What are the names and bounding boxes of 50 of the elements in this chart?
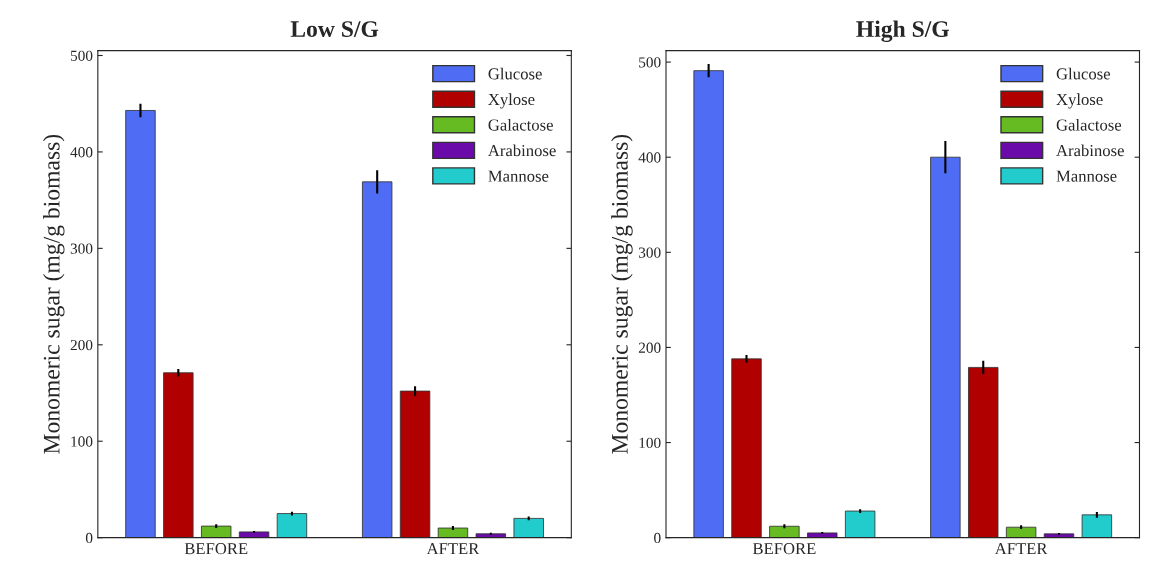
y-tick-label: 0 (85, 532, 93, 544)
y-tick-label: 0 (654, 532, 661, 544)
x-tick-label: AFTER (426, 543, 480, 555)
legend-label: Galactose (488, 118, 553, 131)
bar (693, 70, 724, 538)
y-tick-label: 300 (70, 243, 93, 254)
y-tick-label: 400 (70, 147, 93, 158)
bar (201, 525, 232, 538)
bar (475, 533, 507, 538)
bar (769, 525, 800, 538)
legend-label: Arabinose (1056, 144, 1124, 157)
bar (930, 156, 961, 538)
y-tick-label: 100 (639, 437, 661, 448)
legend-label: Xylose (1056, 93, 1103, 109)
y-tick-label: 200 (70, 339, 93, 351)
x-tick-label: BEFORE (184, 543, 248, 555)
legend-label: Arabinose (487, 144, 556, 157)
legend-label: Mannose (1056, 170, 1117, 182)
bar (513, 517, 544, 538)
chart-title: Low S/G (290, 21, 379, 38)
y-tick-label: 300 (638, 247, 661, 258)
y-axis-title: Monomeric sugar (mg/g biomass) (611, 134, 633, 454)
x-tick-label: AFTER (994, 543, 1048, 555)
y-tick-label: 400 (638, 152, 661, 163)
bar (125, 110, 156, 538)
bar (1043, 533, 1075, 538)
y-tick-label: 100 (71, 436, 93, 447)
legend-label: Glucose (488, 67, 542, 80)
bar (399, 390, 431, 538)
bar (437, 527, 469, 538)
y-tick-label: 500 (639, 57, 661, 68)
chart-title: High S/G (856, 20, 950, 42)
legend-label: Xylose (488, 93, 535, 109)
bar (1081, 514, 1113, 538)
y-axis-title: Monomeric sugar (mg/g biomass) (43, 134, 65, 454)
bar (807, 532, 838, 538)
bar (238, 531, 270, 538)
bar (163, 372, 194, 538)
legend-label: Galactose (1056, 118, 1122, 131)
bar (1005, 526, 1037, 538)
legend-label: Mannose (488, 170, 549, 182)
bar (844, 510, 876, 538)
bar (968, 366, 999, 538)
bar (276, 513, 308, 538)
legend-label: Glucose (1056, 67, 1111, 80)
x-tick-label: BEFORE (752, 543, 816, 555)
bar (731, 358, 762, 538)
y-tick-label: 200 (638, 342, 661, 353)
y-tick-label: 500 (70, 50, 93, 61)
bar (362, 181, 393, 538)
